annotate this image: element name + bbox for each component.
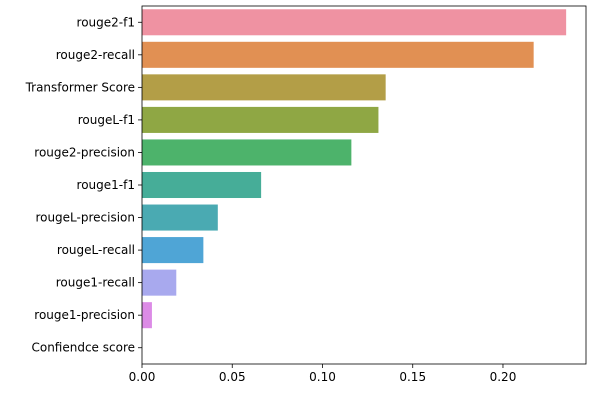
x-tick-label: 0.10 <box>309 370 336 384</box>
y-tick-label: rougeL-f1 <box>78 113 135 127</box>
bar-rouge1-recall <box>142 269 177 296</box>
x-axis-ticks: 0.00 0.05 0.10 0.15 0.20 <box>129 364 517 384</box>
y-tick-label: Confiendce score <box>31 341 135 355</box>
y-tick-label: rouge1-recall <box>56 276 135 290</box>
y-tick-label: rouge1-precision <box>34 308 135 322</box>
y-tick-label: rougeL-recall <box>57 243 135 257</box>
y-tick-label: rouge2-recall <box>56 48 135 62</box>
bar-transformer-score <box>142 74 386 101</box>
bar-rougel-precision <box>142 204 218 231</box>
y-tick-label: Transformer Score <box>25 80 135 94</box>
x-tick-label: 0.00 <box>129 370 156 384</box>
bar-rouge2-recall <box>142 41 534 68</box>
bars-group <box>142 9 567 329</box>
x-tick-label: 0.15 <box>399 370 426 384</box>
y-axis-ticks: rouge2-f1 rouge2-recall Transformer Score r… <box>25 15 142 355</box>
bar-rouge1-f1 <box>142 171 262 199</box>
y-tick-label: rouge2-precision <box>34 145 135 159</box>
y-tick-label: rougeL-precision <box>35 211 135 225</box>
y-tick-label: rouge1-f1 <box>77 178 135 192</box>
bar-rougel-recall <box>142 237 204 264</box>
bar-rouge2-precision <box>142 139 352 166</box>
bar-rougel-f1 <box>142 106 379 133</box>
bar-rouge1-precision <box>142 302 152 329</box>
x-tick-label: 0.05 <box>219 370 246 384</box>
x-tick-label: 0.20 <box>490 370 517 384</box>
y-tick-label: rouge2-f1 <box>77 15 135 29</box>
bar-rouge2-f1 <box>142 9 567 36</box>
plot-frame <box>141 5 587 365</box>
